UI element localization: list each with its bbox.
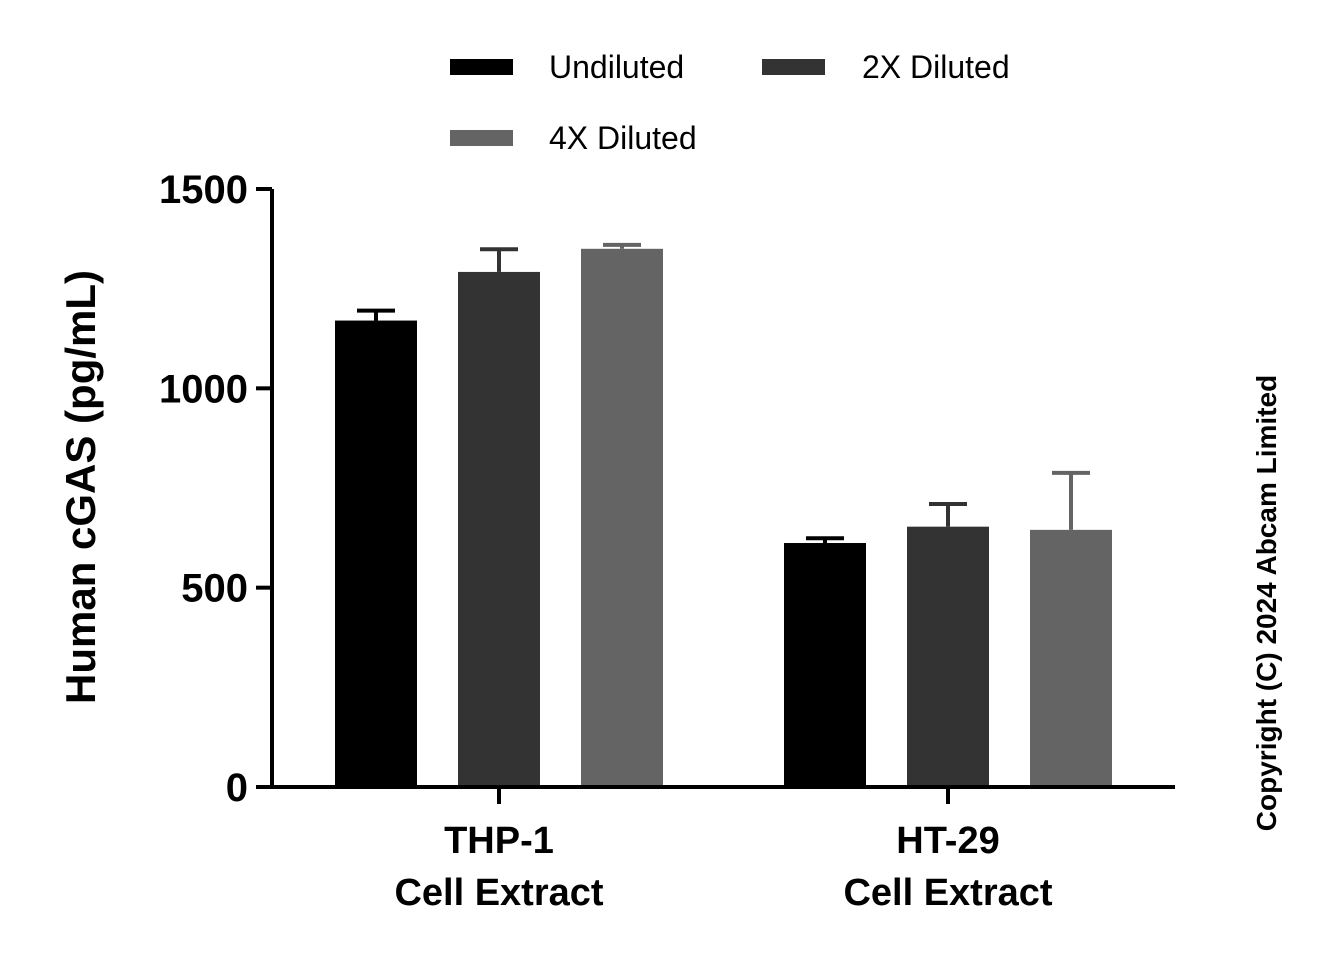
bar [458,271,540,787]
legend-swatch [450,130,513,146]
y-tick-label: 0 [226,766,248,810]
x-axis: THP-1 Cell Extract HT-29 Cell Extract [256,785,1175,914]
bar [581,248,663,788]
legend-label: 4X Diluted [549,120,697,156]
bar [784,543,866,787]
y-tick-label: 1000 [159,367,248,411]
bar [907,526,989,787]
bars [335,242,1112,788]
legend-label: 2X Diluted [862,49,1010,85]
x-tick-label: HT-29 [896,820,999,862]
x-tick-label: THP-1 [444,820,554,862]
x-tick-label: Cell Extract [843,872,1052,914]
bar [1030,529,1112,787]
y-axis-title: Human cGAS (pg/mL) [57,270,104,704]
y-tick-label: 500 [181,567,248,611]
y-axis: 0 500 1000 1500 [159,168,274,810]
bar [335,320,417,787]
y-tick-label: 1500 [159,168,248,212]
legend-swatch [762,59,825,75]
x-tick-label: Cell Extract [394,872,603,914]
copyright-notice: Copyright (C) 2024 Abcam Limited [1251,375,1282,831]
legend-label: Undiluted [549,49,684,85]
legend: Undiluted 2X Diluted 4X Diluted [450,49,1010,156]
legend-swatch [450,59,513,75]
